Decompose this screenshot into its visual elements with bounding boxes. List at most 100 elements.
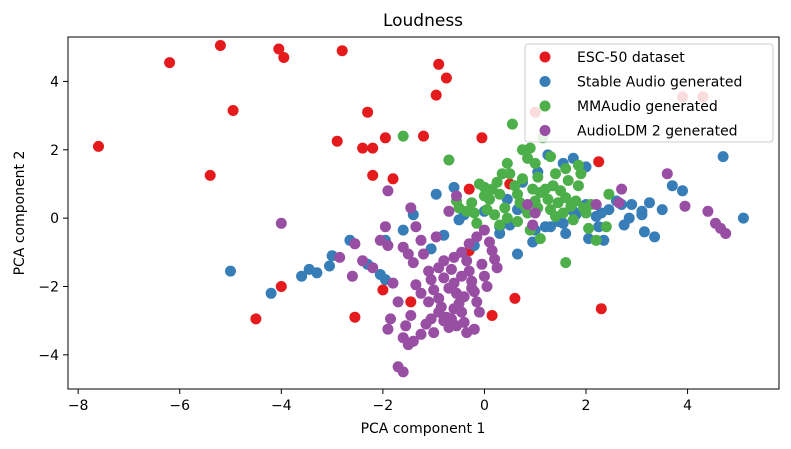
point-series-3-9 [392, 296, 404, 308]
point-series-3-75 [661, 168, 673, 180]
point-series-1-60 [636, 209, 648, 221]
point-series-3-13 [410, 221, 422, 233]
point-series-3-17 [425, 274, 437, 286]
point-series-3-83 [616, 183, 628, 195]
point-series-1-36 [598, 234, 610, 246]
point-series-0-14 [367, 169, 379, 181]
point-series-2-6 [468, 207, 480, 219]
point-series-2-39 [562, 175, 574, 186]
x-tick-label: −6 [169, 398, 190, 414]
point-series-0-10 [357, 142, 369, 154]
point-series-3-50 [407, 335, 419, 347]
point-series-1-54 [494, 228, 506, 239]
point-series-1-11 [397, 224, 409, 236]
point-series-3-59 [382, 185, 394, 197]
point-series-3-89 [448, 303, 460, 315]
point-series-2-57 [494, 219, 506, 231]
point-series-0-12 [379, 132, 391, 144]
x-tick-label: −2 [373, 398, 394, 414]
chart-title: Loudness [383, 11, 463, 31]
point-series-1-1 [265, 287, 277, 299]
point-series-2-56 [501, 212, 513, 224]
y-tick-label: −4 [38, 348, 59, 364]
point-series-2-5 [466, 197, 478, 209]
point-series-3-74 [410, 279, 422, 291]
legend: ESC-50 dataset Stable Audio generated MMAu… [524, 43, 774, 143]
point-series-0-19 [476, 132, 488, 144]
legend-marker [539, 100, 551, 112]
point-series-1-0 [225, 265, 236, 277]
legend-label: ESC-50 dataset [577, 50, 685, 66]
point-series-0-21 [250, 313, 262, 325]
point-series-0-6 [278, 52, 290, 63]
point-series-1-49 [557, 217, 569, 229]
point-series-3-39 [481, 281, 493, 292]
point-series-3-60 [433, 262, 445, 274]
legend-label: MMAudio generated [577, 99, 718, 115]
point-series-3-15 [418, 248, 429, 260]
point-series-3-31 [461, 255, 473, 267]
point-series-3-73 [415, 287, 427, 299]
point-series-2-61 [499, 202, 511, 214]
point-series-3-1 [334, 251, 346, 263]
point-series-3-66 [478, 224, 490, 236]
plot-area-frame [67, 36, 780, 390]
point-series-3-2 [346, 270, 358, 282]
point-series-2-59 [481, 204, 493, 216]
point-series-3-76 [679, 200, 691, 212]
point-series-3-57 [385, 313, 396, 325]
point-series-1-29 [644, 197, 655, 209]
point-series-3-42 [489, 253, 501, 265]
point-series-3-37 [476, 258, 488, 270]
point-series-1-30 [656, 204, 668, 216]
point-series-3-81 [590, 199, 602, 210]
point-series-3-53 [428, 327, 440, 339]
point-series-0-9 [362, 106, 374, 118]
point-series-3-85 [522, 199, 534, 210]
point-series-3-55 [397, 366, 409, 378]
point-series-3-80 [720, 228, 732, 239]
legend-frame [524, 43, 774, 143]
point-series-2-42 [570, 195, 582, 207]
point-series-0-26 [509, 292, 521, 304]
point-series-0-18 [430, 89, 442, 101]
point-series-0-2 [214, 40, 226, 51]
point-series-0-27 [595, 303, 607, 315]
point-series-2-13 [494, 188, 506, 200]
point-series-0-4 [204, 169, 216, 181]
point-series-3-11 [402, 248, 414, 260]
point-series-2-62 [517, 144, 528, 156]
point-series-0-11 [367, 142, 379, 154]
point-series-3-18 [428, 284, 440, 296]
point-series-2-15 [501, 157, 513, 169]
point-series-3-20 [433, 292, 445, 304]
point-series-3-58 [379, 221, 391, 233]
point-series-0-3 [227, 105, 239, 116]
point-series-3-91 [466, 282, 478, 294]
point-series-3-87 [405, 202, 417, 214]
point-series-1-32 [638, 226, 650, 238]
point-series-2-27 [532, 171, 544, 183]
point-series-0-22 [377, 284, 389, 296]
point-series-3-82 [613, 197, 625, 209]
point-series-2-66 [572, 159, 584, 171]
point-series-3-88 [443, 282, 455, 294]
point-series-3-44 [443, 205, 455, 217]
point-series-3-56 [382, 323, 394, 335]
point-series-3-5 [367, 262, 379, 274]
point-series-1-50 [560, 228, 572, 239]
point-series-3-84 [529, 207, 541, 219]
point-series-2-65 [560, 163, 572, 175]
point-series-3-25 [445, 263, 457, 275]
point-series-1-4 [311, 267, 323, 279]
point-series-0-15 [418, 130, 429, 142]
point-series-2-18 [509, 180, 521, 192]
point-series-1-63 [590, 210, 602, 222]
x-tick-label: 2 [582, 398, 591, 414]
point-series-1-13 [430, 188, 442, 200]
point-series-0-13 [387, 173, 399, 185]
point-series-2-38 [560, 192, 572, 204]
point-series-3-7 [382, 240, 394, 251]
point-series-3-47 [400, 320, 412, 332]
point-series-3-61 [438, 272, 450, 284]
